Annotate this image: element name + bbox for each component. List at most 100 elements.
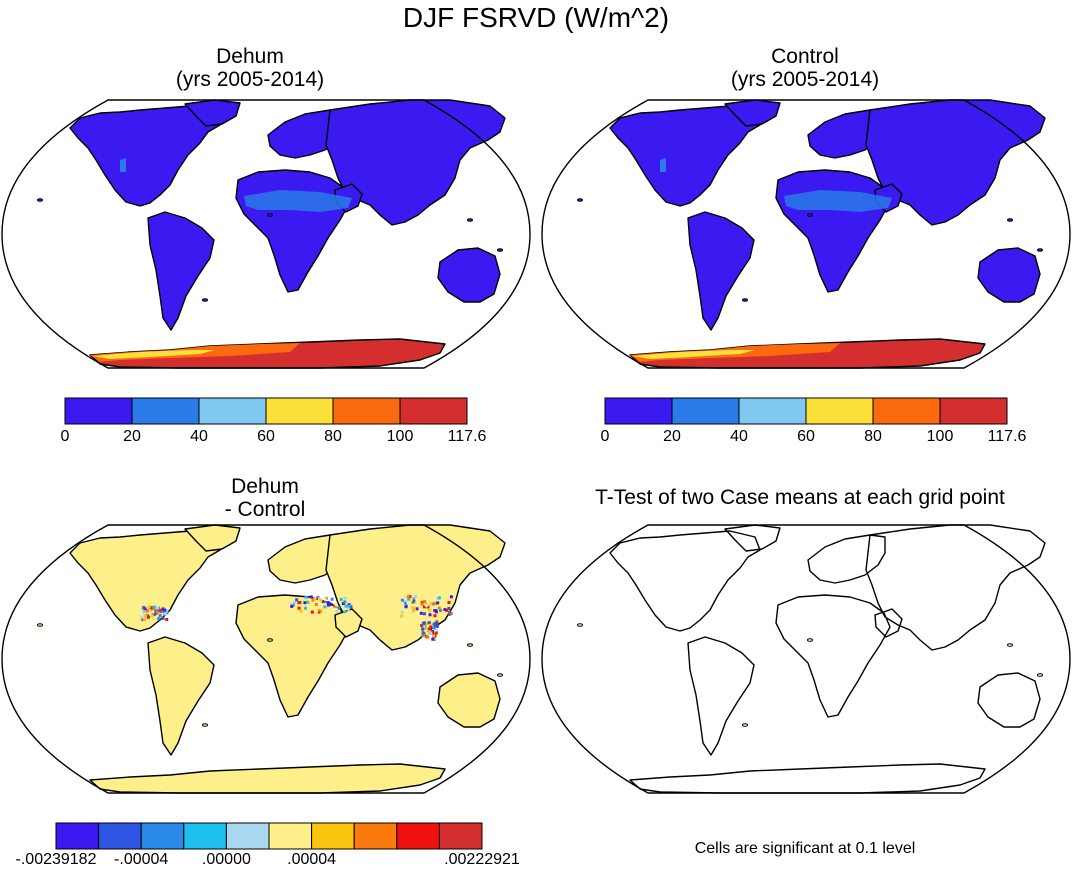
anomaly-cell <box>303 601 307 605</box>
anomaly-cell <box>293 600 297 604</box>
anomaly-cell <box>425 621 429 625</box>
anomaly-cell <box>400 614 404 618</box>
island <box>742 298 748 302</box>
anomaly-cell <box>423 600 427 603</box>
colorbar-tick-label: 40 <box>730 428 748 445</box>
anomaly-cell <box>404 604 408 608</box>
map-border <box>541 99 1071 369</box>
anomaly-cell <box>420 624 424 628</box>
colorbar-swatch <box>131 397 200 425</box>
colorbar-swatch <box>311 822 355 850</box>
anomaly-cell <box>346 607 350 611</box>
colorbar-swatch <box>332 397 401 425</box>
colorbar-tick-label: 117.6 <box>987 428 1027 445</box>
anomaly-cell <box>423 612 426 616</box>
anomaly-cell <box>349 605 353 609</box>
anomaly-cell <box>400 598 404 602</box>
colorbar-swatch <box>399 397 468 425</box>
map-control <box>541 99 1071 369</box>
colorbar-swatch <box>872 397 941 425</box>
colorbar-tick-label: -.00239182 <box>15 851 97 868</box>
anomaly-cell <box>304 595 308 599</box>
anomaly-cell <box>165 618 169 621</box>
continent-north-america <box>69 105 221 207</box>
island <box>807 638 813 642</box>
continent-australia <box>977 247 1041 303</box>
colorbar-tick-label: .00222921 <box>444 851 520 868</box>
colorbar-tick-label: 117.6 <box>447 428 487 445</box>
island <box>497 248 503 252</box>
anomaly-cell <box>411 606 415 610</box>
colorbar-tick-label: 100 <box>386 428 414 445</box>
antarctica-edge <box>92 350 215 359</box>
anomaly-cell <box>432 626 436 630</box>
island <box>202 723 208 727</box>
anomaly-cell <box>326 601 330 605</box>
anomaly-cell <box>427 621 431 625</box>
anomaly-cell <box>406 601 410 605</box>
anomaly-cell <box>408 610 412 614</box>
colorbar-swatch <box>55 822 100 850</box>
anomaly-cell <box>422 634 426 638</box>
anomaly-cell <box>439 608 442 612</box>
anomaly-cell <box>140 610 144 613</box>
anomaly-cell <box>298 601 302 604</box>
island <box>267 213 273 217</box>
island <box>1007 643 1013 647</box>
anomaly-cell <box>343 610 347 614</box>
colorbar-swatch <box>396 822 440 850</box>
anomaly-cell <box>433 602 437 606</box>
anomaly-cell <box>151 617 155 621</box>
anomaly-cell <box>420 602 424 606</box>
anomaly-cell <box>443 608 447 612</box>
colorbar-swatch <box>140 822 185 850</box>
map-ttest <box>541 524 1071 794</box>
map-border <box>541 524 1071 794</box>
colorbar-tick-label: -.00004 <box>114 851 169 868</box>
colorbar-tick-label: 60 <box>257 428 275 445</box>
panel-title-line2: - Control <box>224 498 306 521</box>
anomaly-cell <box>344 604 348 608</box>
colorbar-control <box>604 397 1008 425</box>
colorbar-difference <box>55 822 483 850</box>
anomaly-cell <box>415 607 419 611</box>
anomaly-cell <box>448 611 452 614</box>
anomaly-cell <box>321 600 325 603</box>
anomaly-cell <box>290 604 294 608</box>
island <box>577 623 583 627</box>
anomaly-cell <box>310 610 314 614</box>
anomaly-cell <box>425 627 429 631</box>
panel-title-dehum: Dehum (yrs 2005-2014) <box>100 45 400 91</box>
anomaly-cell <box>428 627 432 631</box>
anomaly-cell <box>314 603 318 606</box>
significance-note: Cells are significant at 0.1 level <box>694 840 916 857</box>
anomaly-cell <box>344 596 347 600</box>
anomaly-cell <box>447 606 451 610</box>
continent-north-america <box>69 530 221 632</box>
anomaly-cell <box>295 598 299 602</box>
anomaly-cell <box>445 608 449 612</box>
anomaly-cell <box>433 609 437 613</box>
continent-africa <box>775 594 891 718</box>
anomaly-cell <box>408 595 412 599</box>
anomaly-cell <box>310 598 314 602</box>
colorbar-labels-difference: -.00239182 -.00004 .00000 .00004 .00222921 <box>16 851 520 871</box>
continent-arabia <box>334 608 363 638</box>
island <box>1037 673 1043 677</box>
anomaly-cell <box>412 609 415 613</box>
island <box>742 723 748 727</box>
map-border <box>1 524 531 794</box>
island <box>807 213 813 217</box>
panel-title-difference: Dehum - Control <box>115 475 415 521</box>
anomaly-cell <box>429 601 433 605</box>
anomaly-cell <box>419 611 423 615</box>
island <box>202 298 208 302</box>
anomaly-cell <box>161 607 165 611</box>
anomaly-cell <box>343 600 347 604</box>
colorbar-swatch <box>671 397 740 425</box>
anomaly-cell <box>426 605 430 609</box>
anomaly-cell <box>402 600 406 604</box>
island <box>467 643 473 647</box>
anomaly-cell <box>335 609 339 613</box>
anomaly-cell <box>435 610 438 614</box>
